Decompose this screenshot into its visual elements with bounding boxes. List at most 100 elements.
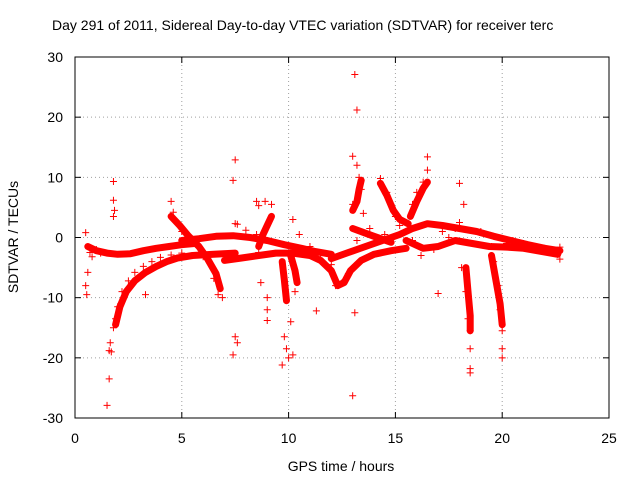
data-point xyxy=(370,240,378,248)
data-point xyxy=(263,306,271,314)
data-point xyxy=(554,250,562,258)
density-band xyxy=(221,244,410,290)
data-point xyxy=(445,234,453,241)
data-point xyxy=(92,246,100,254)
data-point xyxy=(139,262,147,270)
data-point xyxy=(291,288,299,296)
y-tick-label: 30 xyxy=(47,49,63,65)
data-point xyxy=(434,289,442,297)
data-point xyxy=(280,333,288,341)
data-point xyxy=(231,333,239,341)
data-point xyxy=(289,351,297,359)
data-point xyxy=(498,345,506,353)
data-point xyxy=(438,227,446,235)
data-point xyxy=(376,175,384,183)
data-point xyxy=(502,240,510,248)
density-band xyxy=(112,249,239,329)
data-point xyxy=(218,294,226,302)
data-point xyxy=(490,258,498,266)
data-point xyxy=(263,294,271,302)
data-point xyxy=(188,238,196,246)
data-point xyxy=(477,227,485,235)
data-point xyxy=(423,153,431,161)
data-point xyxy=(106,339,114,347)
data-point xyxy=(496,306,504,314)
data-point xyxy=(210,274,218,282)
x-tick-label: 0 xyxy=(71,430,79,446)
data-point xyxy=(107,348,115,356)
data-point xyxy=(174,218,182,226)
x-tick-label: 5 xyxy=(178,430,186,446)
data-point xyxy=(268,200,276,208)
density-band xyxy=(406,178,431,220)
data-point xyxy=(494,282,502,290)
data-point xyxy=(278,361,286,369)
data-point xyxy=(103,401,111,409)
data-point xyxy=(344,270,352,278)
data-point xyxy=(114,303,122,311)
data-point xyxy=(169,208,177,216)
data-points xyxy=(82,70,564,409)
data-point xyxy=(167,251,175,259)
grid-lines xyxy=(75,57,609,418)
data-point xyxy=(148,258,156,266)
data-point xyxy=(167,197,175,205)
data-point xyxy=(88,253,96,261)
data-point xyxy=(466,327,474,335)
data-point xyxy=(317,250,325,258)
data-point xyxy=(541,244,549,252)
y-tick-label: 10 xyxy=(47,169,63,185)
data-point xyxy=(464,315,472,323)
density-band xyxy=(278,258,290,305)
data-point xyxy=(396,221,404,229)
data-point xyxy=(82,282,90,290)
data-point xyxy=(109,324,117,332)
data-point xyxy=(156,253,164,261)
axis-ticks xyxy=(74,56,610,419)
x-tick-label: 20 xyxy=(494,430,510,446)
data-point xyxy=(332,282,340,290)
data-point xyxy=(327,261,335,269)
density-band xyxy=(462,264,474,335)
y-tick-labels: -30 -20 -10 0 10 20 30 xyxy=(43,49,63,426)
data-point xyxy=(391,212,399,220)
data-point xyxy=(366,224,374,232)
data-point xyxy=(353,106,361,114)
data-density-bands xyxy=(84,176,564,335)
data-point xyxy=(289,215,297,223)
y-tick-label: 0 xyxy=(55,230,63,246)
data-point xyxy=(253,230,261,238)
data-point xyxy=(82,229,90,237)
x-tick-label: 10 xyxy=(281,430,297,446)
data-point xyxy=(351,309,359,317)
data-point xyxy=(458,264,466,272)
density-band xyxy=(402,237,562,258)
chart-title: Day 291 of 2011, Sidereal Day-to-day VTE… xyxy=(52,17,553,33)
y-tick-label: -30 xyxy=(43,410,63,426)
data-point xyxy=(231,156,239,164)
data-point xyxy=(423,166,431,174)
data-point xyxy=(349,200,357,208)
density-band xyxy=(167,212,224,293)
data-point xyxy=(381,230,389,238)
y-tick-label: -20 xyxy=(43,350,63,366)
data-point xyxy=(351,70,359,78)
data-point xyxy=(455,218,463,226)
data-point xyxy=(338,279,346,287)
data-point xyxy=(86,249,94,257)
data-point xyxy=(359,209,367,217)
data-point xyxy=(105,375,113,383)
data-point xyxy=(349,152,357,160)
density-band xyxy=(287,252,301,287)
data-point xyxy=(498,327,506,335)
data-point xyxy=(229,176,237,184)
data-point xyxy=(229,351,237,359)
data-point xyxy=(520,240,528,248)
data-point xyxy=(462,288,470,296)
data-point xyxy=(353,237,361,245)
x-tick-label: 25 xyxy=(601,430,617,446)
data-point xyxy=(233,220,241,228)
data-point xyxy=(141,291,149,299)
data-point xyxy=(124,277,132,285)
data-point xyxy=(556,255,564,263)
